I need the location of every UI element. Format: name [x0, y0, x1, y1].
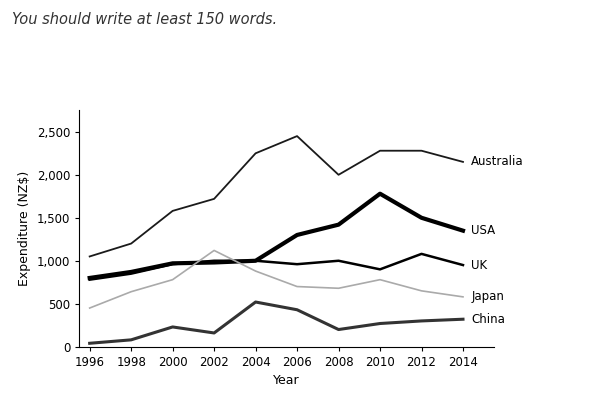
Text: China: China [472, 313, 505, 326]
Text: USA: USA [472, 224, 495, 237]
Text: UK: UK [472, 258, 487, 271]
Text: Australia: Australia [472, 155, 524, 168]
Y-axis label: Expenditure (NZ$): Expenditure (NZ$) [18, 171, 31, 286]
Text: Japan: Japan [472, 290, 504, 303]
X-axis label: Year: Year [273, 374, 300, 387]
Text: You should write at least 150 words.: You should write at least 150 words. [12, 12, 278, 27]
